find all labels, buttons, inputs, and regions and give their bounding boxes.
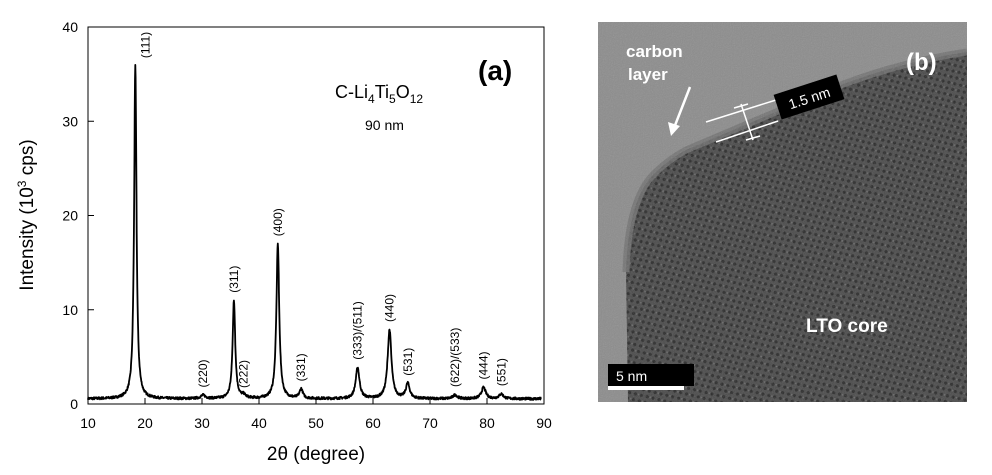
x-axis: 10 20 30 40 50 60 70 80 90 [80, 398, 552, 431]
peak-label: (311) [227, 266, 241, 293]
y-axis: 0 10 20 30 40 [62, 19, 94, 412]
x-tick-label: 40 [251, 415, 267, 431]
y-axis-title-sup: 3 [15, 180, 29, 187]
scale-bar-label: 5 nm [616, 368, 647, 384]
peak-label: (331) [294, 353, 308, 381]
xrd-pattern-line [87, 64, 542, 401]
thickness-marker [705, 99, 779, 143]
sample-label-ti-sub: 5 [389, 92, 396, 106]
plot-frame [87, 26, 545, 405]
x-tick-label: 60 [365, 415, 381, 431]
arrow-icon [668, 86, 692, 136]
tem-image: (b) carbon layer 1.5 nm LTO core 5 nm [598, 22, 967, 402]
lto-core-label: LTO core [806, 316, 888, 337]
sample-label-li: C-Li [335, 82, 368, 102]
y-axis-title-tail: cps) [17, 139, 38, 180]
x-tick-label: 70 [422, 415, 438, 431]
sample-label-li-sub: 4 [368, 92, 375, 106]
sample-label-ti: Ti [375, 82, 389, 102]
carbon-layer-label-1: carbon [626, 42, 683, 61]
peak-label: (333)/(511) [351, 301, 365, 359]
peak-label: (111) [138, 32, 152, 58]
size-label: 90 nm [365, 117, 404, 133]
peak-label: (444) [477, 351, 491, 379]
y-tick-label: 30 [62, 113, 78, 129]
carbon-layer-label-2: layer [628, 65, 668, 84]
peak-label: (440) [383, 294, 397, 322]
y-tick-label: 0 [70, 396, 78, 412]
peak-labels: (111) (220) (311) (222) (400) (331) (333)/(511… [138, 32, 508, 388]
peak-label: (551) [494, 358, 508, 386]
y-tick-label: 40 [62, 19, 78, 35]
x-tick-label: 90 [536, 415, 552, 431]
tem-noise [598, 22, 967, 402]
y-tick-label: 10 [62, 302, 78, 318]
peak-label: (531) [401, 348, 415, 376]
peak-label: (222) [237, 360, 251, 388]
y-axis-title-base: Intensity (10 [17, 187, 38, 291]
x-tick-label: 30 [194, 415, 210, 431]
sample-label-o: O [396, 82, 410, 102]
peak-label: (220) [196, 359, 210, 387]
panel-b-label: (b) [906, 49, 937, 76]
x-tick-label: 80 [479, 415, 495, 431]
peak-label: (400) [271, 208, 285, 236]
y-tick-label: 20 [62, 208, 78, 224]
x-tick-label: 50 [308, 415, 324, 431]
x-tick-label: 10 [80, 415, 96, 431]
y-axis-title: Intensity (103 cps) [15, 139, 38, 290]
sample-label-o-sub: 12 [410, 92, 424, 106]
panel-a-label: (a) [478, 55, 512, 86]
sample-label: C-Li4Ti5O12 [335, 82, 423, 106]
x-axis-title: 2θ (degree) [267, 444, 365, 465]
peak-label: (622)/(533) [448, 328, 462, 387]
x-tick-label: 20 [137, 415, 153, 431]
scale-bar: 5 nm [608, 364, 694, 390]
